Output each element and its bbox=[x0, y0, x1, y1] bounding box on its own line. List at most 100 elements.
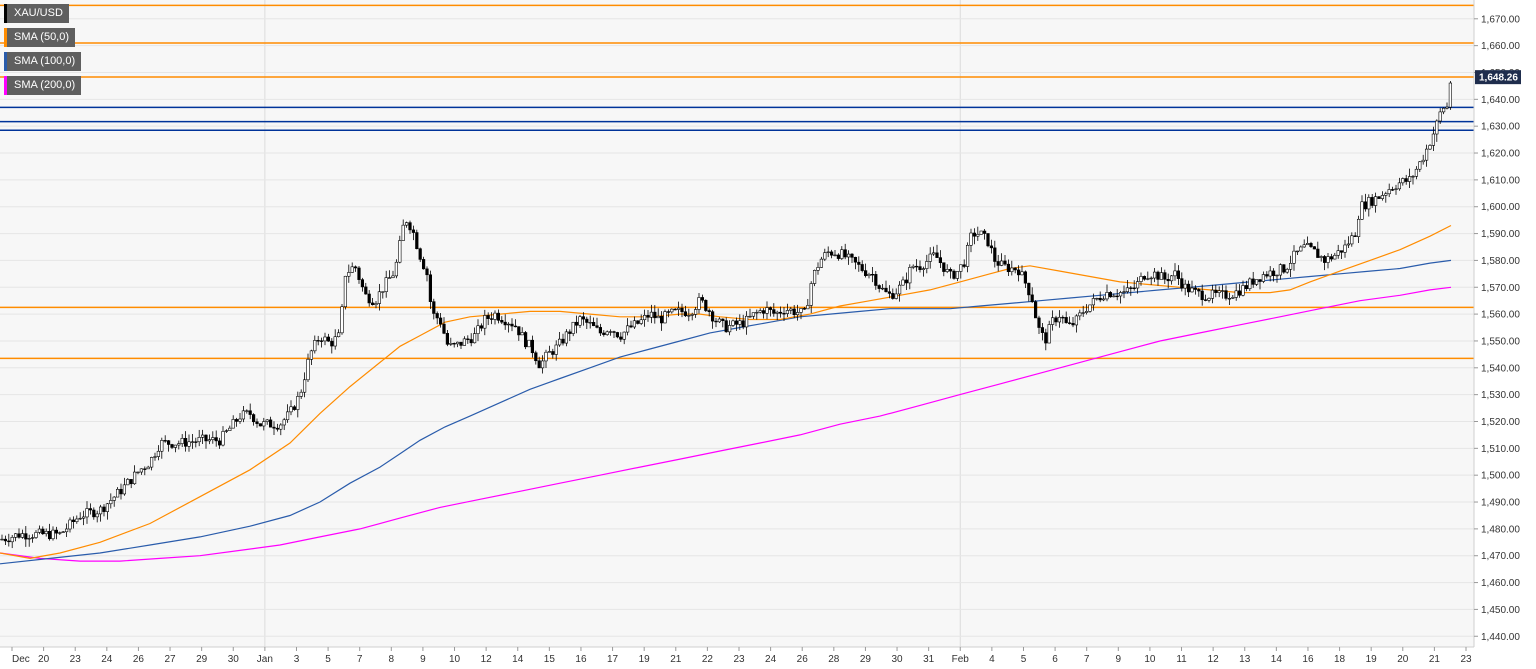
candle-body bbox=[765, 307, 769, 314]
candle-body bbox=[598, 327, 602, 334]
candle-body bbox=[415, 232, 419, 250]
candle-body bbox=[891, 293, 895, 299]
candle-body bbox=[612, 331, 616, 333]
candle-body bbox=[547, 351, 551, 353]
candle-body bbox=[235, 419, 239, 422]
sma200-line bbox=[0, 286, 1452, 562]
x-tick-label: 7 bbox=[1084, 654, 1090, 665]
candle-body bbox=[772, 309, 776, 314]
legend-item-xauusd[interactable]: XAU/USD bbox=[4, 4, 69, 23]
candle-body bbox=[442, 323, 446, 334]
candle-body bbox=[425, 268, 429, 276]
candle-body bbox=[1183, 283, 1187, 289]
candle-body bbox=[1282, 264, 1286, 273]
candle-body bbox=[1319, 256, 1323, 258]
candle-body bbox=[88, 508, 92, 511]
candle-body bbox=[636, 320, 640, 324]
candle-body bbox=[717, 318, 721, 323]
candle-body bbox=[167, 440, 171, 445]
candle-body bbox=[1112, 295, 1116, 298]
candle-body bbox=[1391, 189, 1395, 191]
x-tick-label: 13 bbox=[1239, 654, 1251, 665]
candle-body bbox=[826, 251, 830, 254]
candle-body bbox=[112, 496, 116, 501]
candle-body bbox=[160, 440, 164, 452]
candle-body bbox=[75, 518, 79, 522]
candle-body bbox=[370, 302, 375, 306]
candle-body bbox=[1326, 256, 1330, 263]
candle-body bbox=[775, 311, 779, 314]
candle-body bbox=[1350, 235, 1354, 245]
candle-body bbox=[986, 233, 990, 247]
candle-body bbox=[92, 509, 96, 518]
candle-body bbox=[802, 308, 806, 310]
legend-item-sma100[interactable]: SMA (100,0) bbox=[4, 52, 82, 71]
candle-body bbox=[1411, 175, 1415, 178]
legend-item-sma50[interactable]: SMA (50,0) bbox=[4, 28, 76, 47]
candle-body bbox=[384, 277, 388, 292]
x-tick-label: Jan bbox=[257, 654, 273, 665]
candle-body bbox=[109, 500, 113, 505]
x-tick-label: 30 bbox=[228, 654, 240, 665]
candle-body bbox=[197, 437, 201, 443]
legend-swatch-xauusd bbox=[4, 4, 7, 23]
x-tick-label: 19 bbox=[639, 654, 651, 665]
y-tick-label: 1,550.00 bbox=[1481, 336, 1520, 347]
candle-body bbox=[238, 418, 242, 422]
candle-body bbox=[666, 311, 670, 313]
candle-body bbox=[1170, 275, 1174, 282]
candle-body bbox=[1119, 292, 1123, 297]
candle-body bbox=[122, 484, 126, 495]
candle-body bbox=[1418, 161, 1422, 170]
legend-label-sma50: SMA (50,0) bbox=[14, 31, 70, 43]
x-tick-label: 20 bbox=[38, 654, 50, 665]
legend-swatch-sma200 bbox=[4, 76, 7, 95]
candle-body bbox=[1438, 111, 1442, 122]
x-tick-label: 4 bbox=[989, 654, 995, 665]
y-tick-label: 1,510.00 bbox=[1481, 444, 1520, 455]
candle-body bbox=[180, 438, 184, 444]
x-tick-label: 11 bbox=[1176, 654, 1187, 665]
x-tick-label: 26 bbox=[133, 654, 145, 665]
candle-body bbox=[1098, 297, 1102, 301]
candle-body bbox=[581, 316, 585, 320]
candle-body bbox=[513, 325, 517, 328]
candle-body bbox=[1299, 246, 1303, 252]
candle-body bbox=[1204, 299, 1208, 301]
y-tick-label: 1,620.00 bbox=[1481, 149, 1520, 160]
candle-body bbox=[935, 252, 939, 258]
candle-body bbox=[517, 326, 521, 336]
candle-body bbox=[1051, 317, 1055, 325]
x-tick-label: 24 bbox=[101, 654, 113, 665]
candle-body bbox=[377, 291, 382, 304]
candle-body bbox=[1408, 176, 1412, 182]
candle-body bbox=[275, 427, 280, 430]
candle-body bbox=[758, 310, 762, 313]
candle-body bbox=[615, 332, 619, 338]
candle-body bbox=[285, 411, 290, 421]
candle-body bbox=[962, 264, 966, 267]
candle-body bbox=[1397, 182, 1401, 190]
candle-body bbox=[1346, 243, 1350, 246]
y-tick-label: 1,580.00 bbox=[1481, 256, 1520, 267]
candle-body bbox=[449, 343, 453, 345]
candle-body bbox=[394, 261, 399, 277]
candle-body bbox=[194, 441, 198, 443]
candle-body bbox=[782, 313, 786, 315]
candle-body bbox=[105, 503, 109, 512]
candle-body bbox=[1027, 282, 1031, 296]
candle-body bbox=[401, 224, 405, 241]
candle-body bbox=[1054, 317, 1058, 323]
candle-body bbox=[1217, 290, 1221, 293]
candle-body bbox=[51, 529, 55, 540]
candle-body bbox=[1357, 218, 1361, 237]
candle-body bbox=[1037, 317, 1041, 328]
legend-item-sma200[interactable]: SMA (200,0) bbox=[4, 76, 82, 95]
candle-body bbox=[466, 338, 470, 340]
candle-body bbox=[1078, 312, 1082, 317]
candle-body bbox=[996, 261, 1000, 266]
candle-body bbox=[1102, 298, 1106, 301]
last-price-badge bbox=[1475, 70, 1521, 85]
